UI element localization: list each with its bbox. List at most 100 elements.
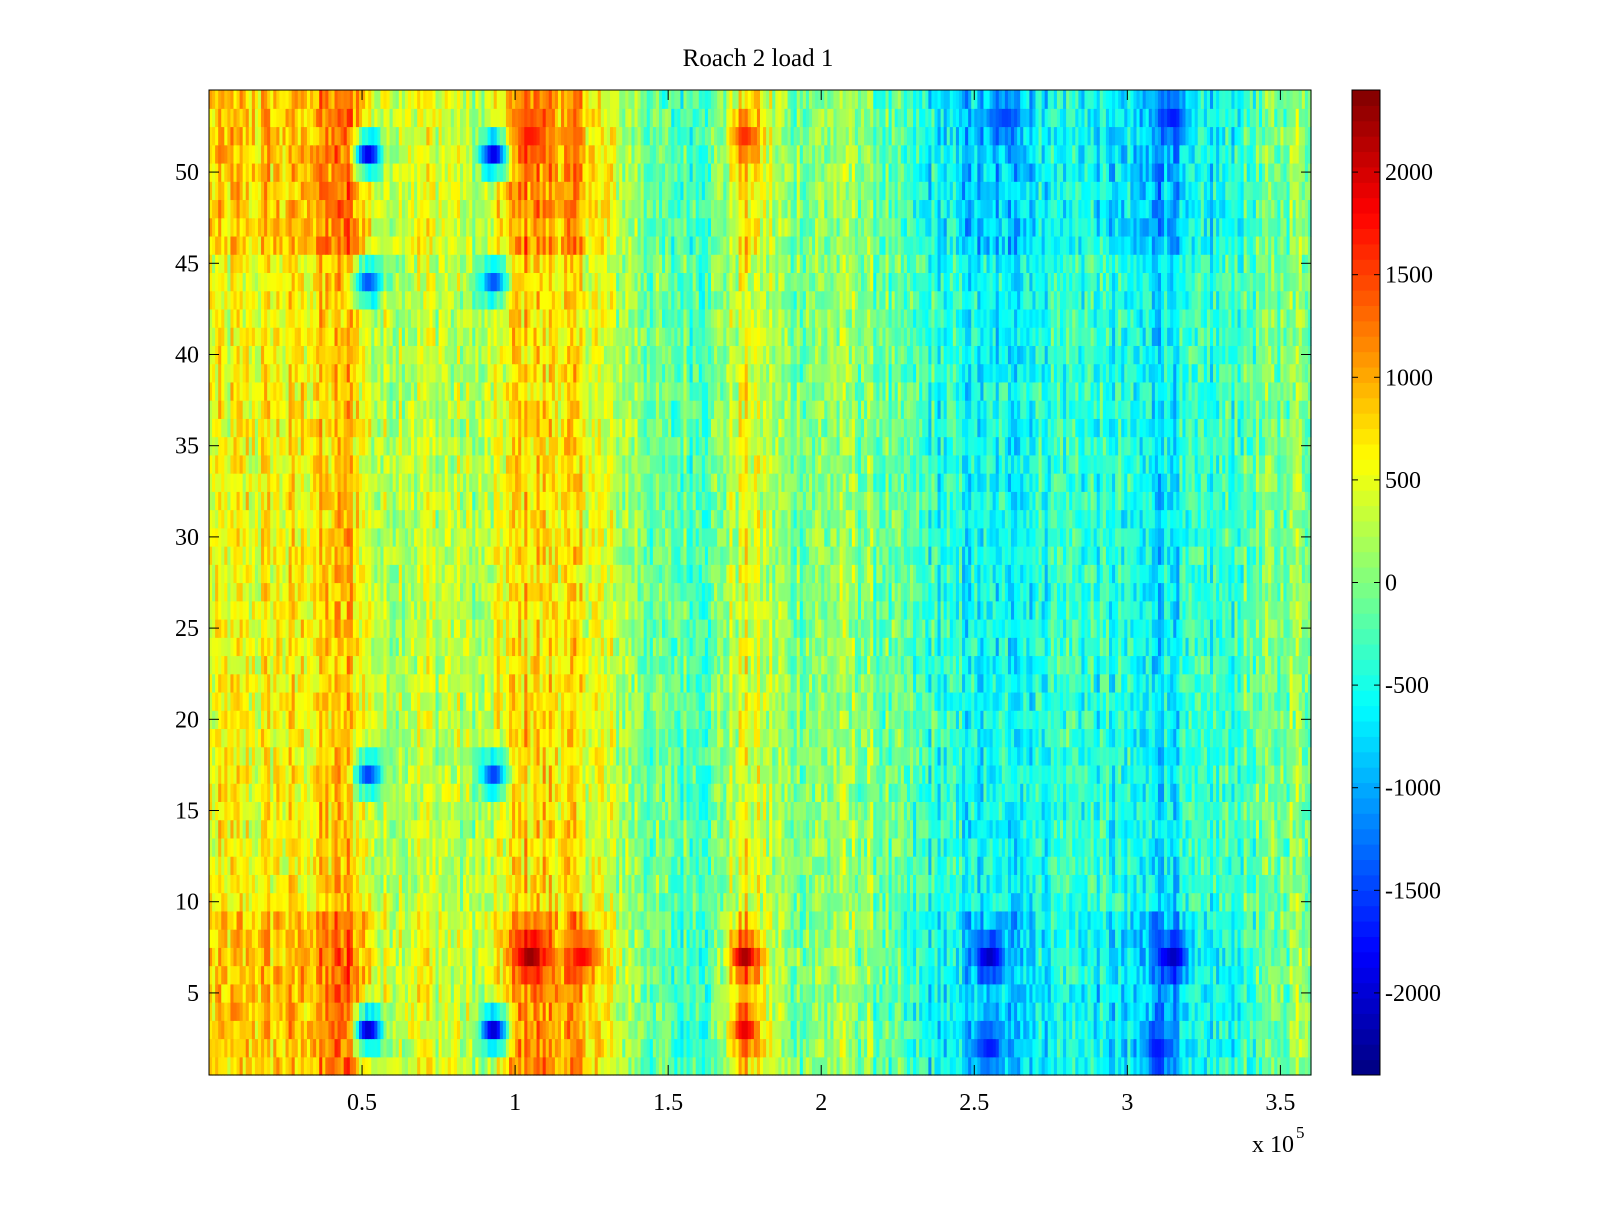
heatmap-cell	[643, 1020, 648, 1040]
heatmap-cell	[1148, 983, 1153, 1003]
heatmap-cell	[707, 1020, 712, 1040]
heatmap-cell	[530, 1020, 535, 1040]
heatmap-cell	[392, 1020, 397, 1040]
heatmap-cell	[870, 1020, 874, 1040]
heatmap-cell	[1194, 1002, 1199, 1021]
heatmap-cell	[368, 1020, 372, 1040]
heatmap-cell	[658, 983, 663, 1003]
heatmap-cell	[683, 1002, 688, 1021]
heatmap-cell	[793, 1002, 798, 1021]
heatmap-cell	[1112, 1020, 1116, 1040]
heatmap-cell	[300, 983, 305, 1003]
heatmap-cell	[707, 983, 712, 1003]
heatmap-cell	[616, 1038, 620, 1058]
heatmap-cell	[349, 965, 354, 985]
heatmap-cell	[306, 1020, 311, 1040]
heatmap-cell	[1029, 1002, 1034, 1021]
heatmap-cell	[386, 1002, 391, 1021]
heatmap-cell	[432, 1056, 437, 1076]
heatmap-cell	[861, 1056, 865, 1076]
heatmap-cell	[802, 1038, 807, 1058]
heatmap-cell	[971, 1020, 975, 1040]
heatmap-cell	[438, 1038, 443, 1058]
heatmap-cell	[625, 1020, 629, 1040]
heatmap-cell	[668, 983, 672, 1003]
heatmap-cell	[325, 1056, 329, 1076]
heatmap-cell	[619, 1020, 623, 1040]
heatmap-cell	[248, 1056, 253, 1076]
heatmap-cell	[1142, 1020, 1147, 1040]
heatmap-cell	[720, 1002, 724, 1021]
heatmap-cell	[570, 1002, 574, 1021]
heatmap-cell	[276, 965, 280, 985]
heatmap-cell	[613, 983, 617, 1003]
heatmap-cell	[349, 1056, 354, 1076]
heatmap-cell	[358, 1020, 363, 1040]
heatmap-cell	[337, 983, 342, 1003]
heatmap-cell	[355, 1056, 360, 1076]
heatmap-cell	[744, 1038, 749, 1058]
heatmap-cell	[490, 1056, 495, 1076]
heatmap-cell	[760, 1002, 764, 1021]
heatmap-cell	[1145, 983, 1150, 1003]
heatmap-cell	[913, 1002, 917, 1021]
heatmap-cell	[1121, 1020, 1125, 1040]
heatmap-cell	[346, 1020, 351, 1040]
heatmap-cell	[946, 1056, 951, 1076]
heatmap-cell	[463, 983, 467, 1003]
heatmap-cell	[221, 1020, 225, 1040]
heatmap-cell	[1004, 1056, 1009, 1076]
heatmap-cell	[628, 1002, 633, 1021]
heatmap-cell	[414, 1002, 418, 1021]
heatmap-cell	[1007, 983, 1012, 1003]
heatmap-cell	[658, 1056, 663, 1076]
heatmap-cell	[478, 1038, 483, 1058]
heatmap-cell	[919, 1002, 923, 1021]
heatmap-cell	[949, 1056, 954, 1076]
heatmap-cell	[1078, 1020, 1083, 1040]
heatmap-cell	[463, 1056, 467, 1076]
heatmap-cell	[463, 1038, 467, 1058]
heatmap-cell	[851, 983, 856, 1003]
heatmap-cell	[512, 1020, 516, 1040]
heatmap-cell	[297, 983, 302, 1003]
heatmap-cell	[1072, 1056, 1076, 1076]
heatmap-cell	[1084, 1056, 1089, 1076]
heatmap-cell	[218, 1002, 222, 1021]
heatmap-cell	[658, 1020, 663, 1040]
heatmap-cell	[1176, 1038, 1180, 1058]
heatmap-cell	[802, 983, 807, 1003]
heatmap-cell	[1292, 1020, 1297, 1040]
heatmap-cell	[576, 1038, 580, 1058]
heatmap-cell	[261, 965, 265, 985]
heatmap-cell	[857, 983, 862, 1003]
heatmap-cell	[594, 1002, 599, 1021]
heatmap-cell	[686, 1002, 691, 1021]
heatmap-cell	[1093, 1002, 1098, 1021]
heatmap-cell	[937, 1056, 942, 1076]
heatmap-cell	[1029, 983, 1034, 1003]
heatmap-cell	[460, 983, 464, 1003]
heatmap-cell	[894, 983, 899, 1003]
heatmap-cell	[420, 1056, 424, 1076]
heatmap-cell	[833, 1056, 838, 1076]
heatmap-cell	[1222, 1002, 1226, 1021]
heatmap-cell	[478, 1056, 483, 1076]
heatmap-cell	[1102, 1002, 1107, 1021]
heatmap-cell	[928, 1020, 933, 1040]
heatmap-cell	[285, 965, 290, 985]
heatmap-cell	[294, 1020, 299, 1040]
heatmap-cell	[1026, 1056, 1030, 1076]
heatmap-cell	[1243, 1056, 1248, 1076]
heatmap-cell	[1219, 1038, 1223, 1058]
heatmap-cell	[1115, 1020, 1119, 1040]
heatmap-cell	[1090, 1038, 1095, 1058]
heatmap-cell	[303, 983, 308, 1003]
heatmap-cell	[288, 1002, 293, 1021]
heatmap-cell	[508, 1056, 513, 1076]
heatmap-cell	[1157, 983, 1162, 1003]
heatmap-cell	[597, 1056, 602, 1076]
heatmap-cell	[836, 1038, 841, 1058]
heatmap-cell	[658, 1002, 663, 1021]
heatmap-cell	[215, 1038, 219, 1058]
